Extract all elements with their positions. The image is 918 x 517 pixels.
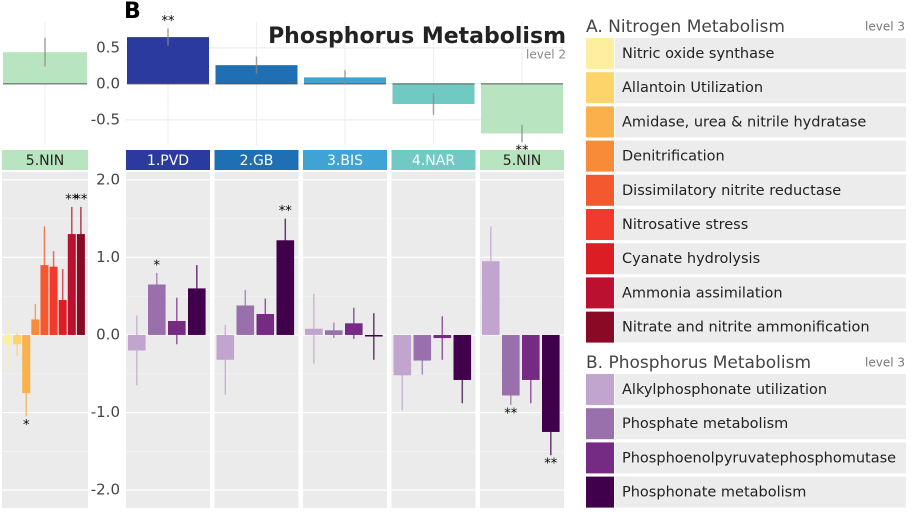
legend-swatch xyxy=(586,174,614,206)
y-tick-label: -0.5 xyxy=(91,110,120,128)
legend-box xyxy=(615,140,906,172)
facet-strip xyxy=(214,150,299,170)
legend-swatch xyxy=(586,476,614,508)
y-tick-label: 0.0 xyxy=(96,74,120,92)
y-tick-label: -1.0 xyxy=(91,403,120,421)
legend-box xyxy=(615,311,906,343)
bar xyxy=(76,234,85,335)
legend-label: Nitrate and nitrite ammonification xyxy=(622,320,870,336)
legend-box xyxy=(615,408,906,440)
panel-background xyxy=(303,172,387,508)
significance-label: ** xyxy=(162,14,176,29)
legend-box xyxy=(615,442,906,474)
legend-swatch xyxy=(586,209,614,240)
legend-box xyxy=(615,72,906,104)
legend-swatch xyxy=(586,38,614,69)
legend-swatch xyxy=(586,374,614,405)
facet-label: 5.NIN xyxy=(503,153,541,169)
legend-swatch xyxy=(586,106,614,138)
chart-subtitle: level 2 xyxy=(526,48,566,62)
legend-box xyxy=(615,38,906,69)
bar xyxy=(276,240,295,335)
legend-box xyxy=(615,243,906,275)
significance-label: ** xyxy=(544,457,558,472)
legend-label: Dissimilatory nitrite reductase xyxy=(622,183,841,199)
significance-label: * xyxy=(23,418,30,433)
legend-level: level 3 xyxy=(865,356,905,370)
bar xyxy=(542,334,560,432)
significance-label: * xyxy=(154,258,161,273)
facet-label: 3.BIS xyxy=(327,153,363,169)
legend-swatch xyxy=(586,72,614,104)
legend-swatch xyxy=(586,408,614,440)
legend-box xyxy=(615,277,906,309)
legend-box xyxy=(615,209,906,240)
legend-swatch xyxy=(586,140,614,172)
bar xyxy=(67,234,76,335)
legend-box xyxy=(615,106,906,138)
legend-box xyxy=(615,476,906,508)
bar xyxy=(502,334,520,396)
facet-strip xyxy=(126,150,210,170)
facet-label: 2.GB xyxy=(240,153,274,169)
significance-label: ** xyxy=(504,406,518,421)
legend-label: Allantoin Utilization xyxy=(622,80,763,96)
legend-level: level 3 xyxy=(865,20,905,34)
legend-label: Denitrification xyxy=(622,149,725,165)
chart-title: Phosphorus Metabolism xyxy=(268,24,566,49)
y-tick-label: 0.0 xyxy=(96,325,120,343)
bar xyxy=(148,284,166,335)
legend-box xyxy=(615,174,906,206)
legend-label: Phosphoenolpyruvatephosphomutase xyxy=(622,450,896,466)
facet-strip xyxy=(391,150,476,170)
bar xyxy=(49,266,58,335)
legend-title: B. Phosphorus Metabolism xyxy=(586,353,811,373)
legend-swatch xyxy=(586,311,614,343)
legend-label: Amidase, urea & nitrile hydratase xyxy=(622,114,866,130)
legend-label: Nitric oxide synthase xyxy=(622,46,775,62)
bar xyxy=(215,65,298,84)
significance-label: ** xyxy=(65,192,79,207)
legend-label: Alkylphosphonate utilization xyxy=(622,382,827,398)
facet-label: 5.NIN xyxy=(26,153,64,169)
legend-swatch xyxy=(586,243,614,275)
legend-label: Phosphonate metabolism xyxy=(622,485,806,501)
legend-swatch xyxy=(586,277,614,309)
bar xyxy=(482,261,500,335)
facet-label: 1.PVD xyxy=(147,153,189,169)
facet-label: 4.NAR xyxy=(412,153,455,169)
panel-label: B xyxy=(124,0,141,24)
legend-box xyxy=(615,374,906,405)
facet-strip xyxy=(303,150,387,170)
legend-title: A. Nitrogen Metabolism xyxy=(586,17,785,37)
legend-swatch xyxy=(586,442,614,474)
y-tick-label: 0.5 xyxy=(96,38,120,56)
y-tick-label: -2.0 xyxy=(91,481,120,499)
legend-label: Nitrosative stress xyxy=(622,217,748,233)
facet-strip xyxy=(480,150,564,170)
legend-label: Cyanate hydrolysis xyxy=(622,251,760,267)
legend-label: Ammonia assimilation xyxy=(622,285,783,301)
facet-strip xyxy=(2,150,88,170)
y-tick-label: 1.0 xyxy=(96,248,120,266)
significance-label: ** xyxy=(279,204,293,219)
bar xyxy=(22,334,31,394)
legend-label: Phosphate metabolism xyxy=(622,416,788,432)
significance-label: ** xyxy=(74,192,88,207)
y-tick-label: 2.0 xyxy=(96,170,120,188)
